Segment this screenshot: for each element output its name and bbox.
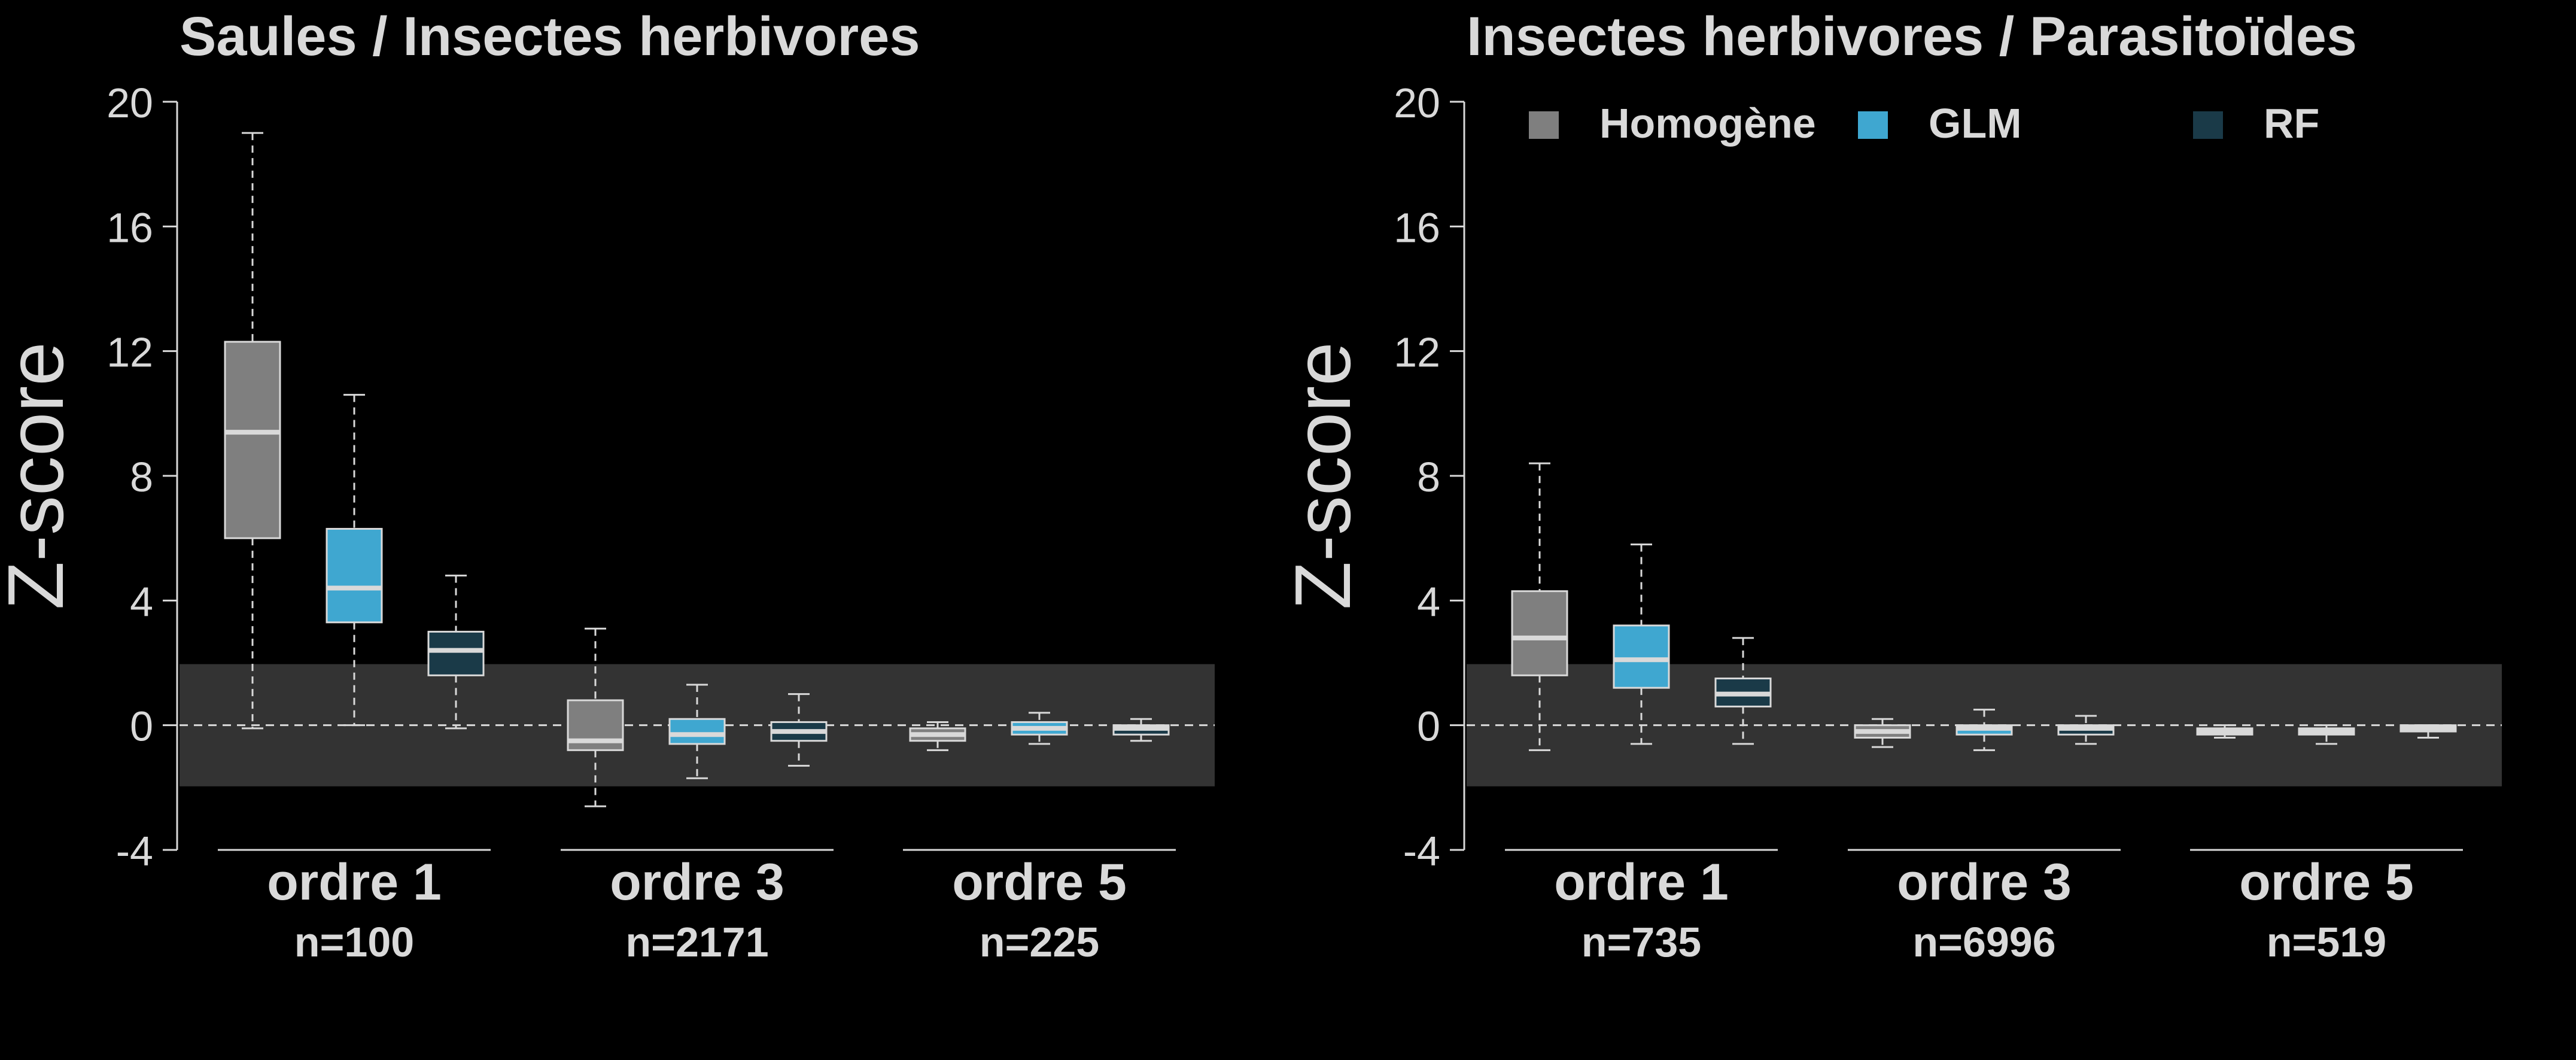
legend-swatch xyxy=(2193,111,2223,139)
box-iqr xyxy=(427,630,485,676)
box-rf-1 xyxy=(1714,637,1772,745)
chart-title: Saules / Insectes herbivores xyxy=(180,6,920,67)
box-homogène-2 xyxy=(567,627,624,807)
y-tick-label: 20 xyxy=(107,80,153,126)
y-tick-label: 4 xyxy=(1417,578,1440,625)
box-rf-3 xyxy=(1112,718,1170,742)
group-label: ordre 3 xyxy=(1897,854,2072,911)
y-ticks: -4 0 4 8 12 16 20 xyxy=(1394,80,1464,874)
group-label: ordre 1 xyxy=(1554,854,1729,911)
box-glm-3 xyxy=(1011,712,1068,745)
group-n-label: n=225 xyxy=(980,919,1099,965)
box-rf-3 xyxy=(2399,724,2457,739)
box-iqr xyxy=(326,528,383,624)
group-n-label: n=2171 xyxy=(625,919,768,965)
group-n-label: n=100 xyxy=(294,919,414,965)
group-n-label: n=6996 xyxy=(1912,919,2055,965)
legend-swatch xyxy=(1529,111,1559,139)
box-homogène-3 xyxy=(2196,724,2253,739)
y-axis-label: Z-score xyxy=(1279,342,1367,609)
group-n-label: n=519 xyxy=(2267,919,2386,965)
y-tick-label: -4 xyxy=(1403,828,1440,874)
box-rf-2 xyxy=(2057,715,2115,745)
y-tick-label: 20 xyxy=(1394,80,1440,126)
y-tick-label: 16 xyxy=(107,204,153,251)
group-label: ordre 1 xyxy=(267,854,442,911)
box-iqr xyxy=(668,718,726,745)
chart-title: Insectes herbivores / Parasitoïdes xyxy=(1467,6,2357,67)
legend-swatch xyxy=(1858,111,1888,139)
box-iqr xyxy=(1613,624,1670,689)
y-tick-label: 0 xyxy=(1417,703,1440,750)
boxes xyxy=(1511,462,2457,751)
group-label: ordre 5 xyxy=(952,854,1127,911)
y-tick-label: 0 xyxy=(130,703,153,750)
box-glm-1 xyxy=(326,394,383,727)
group-labels: ordre 1 n=100 ordre 3 n=2171 ordre 5 n=225 xyxy=(218,849,1176,965)
legend-label: Homogène xyxy=(1599,100,1816,147)
y-tick-label: 16 xyxy=(1394,204,1440,251)
legend-label: GLM xyxy=(1929,100,2022,147)
group-label: ordre 3 xyxy=(610,854,784,911)
y-tick-label: 12 xyxy=(107,329,153,376)
box-iqr xyxy=(1511,590,1568,676)
y-tick-label: -4 xyxy=(116,828,153,874)
y-ticks: -4 0 4 8 12 16 20 xyxy=(107,80,177,874)
box-homogène-1 xyxy=(224,132,281,730)
y-axis-label: Z-score xyxy=(0,342,80,609)
box-homogène-2 xyxy=(1854,718,1911,748)
group-label: ordre 5 xyxy=(2239,854,2414,911)
group-n-label: n=735 xyxy=(1582,919,1701,965)
y-tick-label: 8 xyxy=(130,454,153,500)
boxes xyxy=(224,132,1170,807)
group-labels: ordre 1 n=735 ordre 3 n=6996 ordre 5 n=519 xyxy=(1505,849,2463,965)
y-tick-label: 8 xyxy=(1417,454,1440,500)
box-homogène-1 xyxy=(1511,462,1568,751)
box-glm-2 xyxy=(1955,709,2013,751)
box-iqr xyxy=(224,341,281,539)
y-tick-label: 12 xyxy=(1394,329,1440,376)
box-rf-2 xyxy=(770,693,828,767)
box-glm-3 xyxy=(2298,724,2355,745)
y-tick-label: 4 xyxy=(130,578,153,625)
box-glm-1 xyxy=(1613,543,1670,745)
box-glm-2 xyxy=(668,684,726,779)
box-homogène-3 xyxy=(909,721,966,751)
legend-label: RF xyxy=(2264,100,2319,147)
legend: Homogène GLM RF xyxy=(1529,100,2319,147)
box-rf-1 xyxy=(427,575,485,730)
